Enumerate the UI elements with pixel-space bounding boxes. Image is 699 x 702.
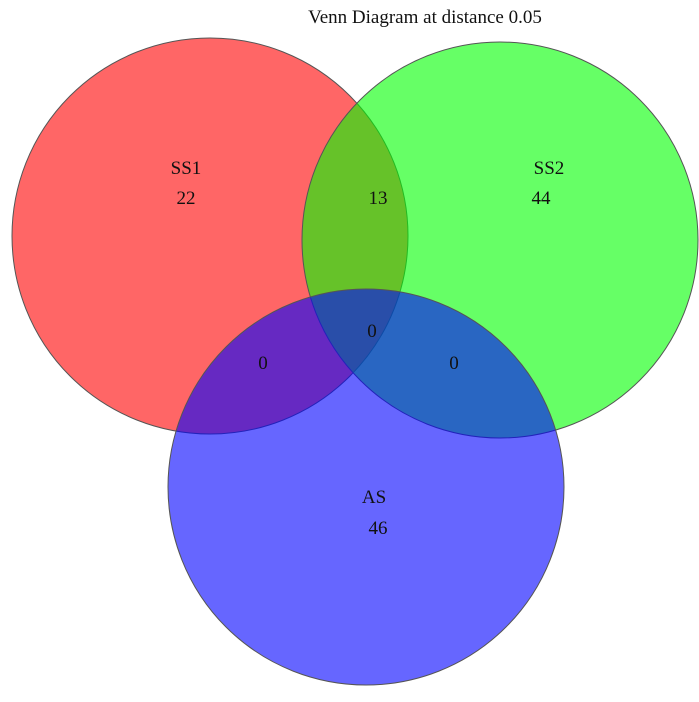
intersection-ss1-ss2: 13 (369, 188, 388, 209)
set-count-ss2: 44 (532, 188, 552, 209)
set-count-as: 46 (369, 518, 388, 539)
intersection-all: 0 (367, 321, 377, 342)
intersection-ss1-as: 0 (258, 353, 268, 374)
intersection-ss2-as: 0 (449, 353, 459, 374)
set-count-ss1: 22 (177, 188, 196, 209)
set-label-ss2: SS2 (534, 158, 565, 179)
set-label-ss1: SS1 (171, 158, 202, 179)
diagram-title: Venn Diagram at distance 0.05 (308, 7, 542, 28)
set-label-as: AS (362, 487, 386, 508)
circle-as (167, 288, 565, 686)
